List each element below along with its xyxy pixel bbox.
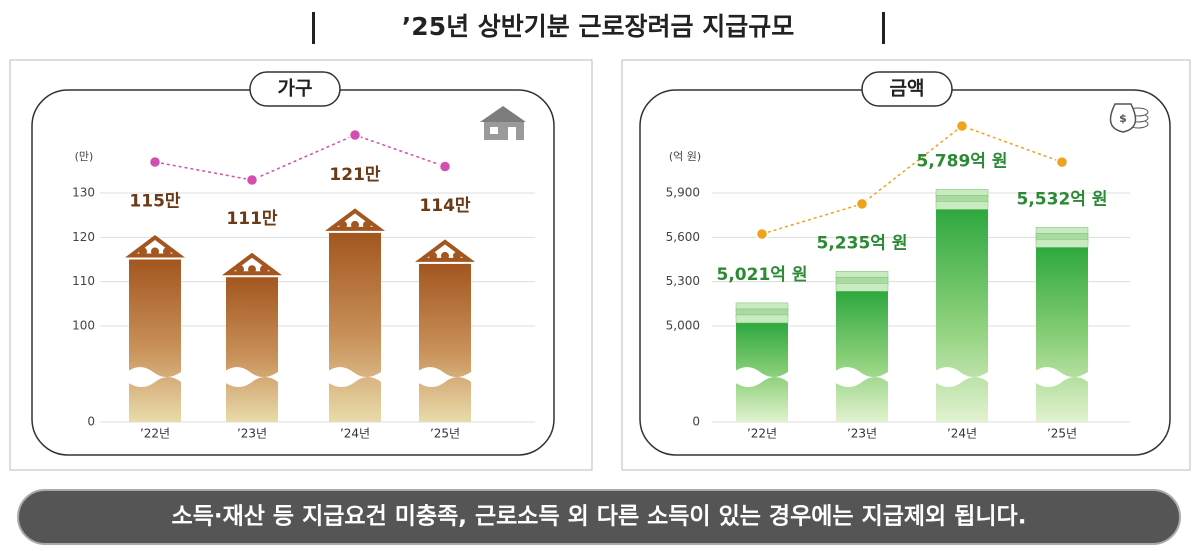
bill bbox=[835, 283, 889, 292]
axis-break bbox=[127, 367, 181, 387]
note: 소득·재산 등 지급요건 미충족, 근로소득 외 다른 소득이 있는 경우에는 … bbox=[172, 504, 1027, 530]
axis-break bbox=[417, 367, 471, 387]
person bbox=[363, 220, 371, 229]
value-label: 114만 bbox=[419, 196, 470, 216]
person bbox=[151, 247, 159, 256]
x-tick-label: ’24년 bbox=[340, 427, 370, 441]
svg-text:$: $ bbox=[1119, 112, 1127, 125]
trend-dot bbox=[855, 197, 869, 211]
y-tick-label: 5,000 bbox=[666, 319, 700, 333]
bar-decoration bbox=[1035, 227, 1089, 248]
panel-title: 가구 bbox=[278, 78, 313, 100]
axis-break bbox=[327, 367, 381, 387]
value-label: 121만 bbox=[329, 165, 380, 185]
person bbox=[351, 220, 359, 229]
bar-decoration bbox=[414, 239, 476, 262]
bar bbox=[419, 263, 471, 422]
value-label: 111만 bbox=[226, 209, 277, 229]
house-icon bbox=[480, 106, 526, 140]
y-tick-label: 0 bbox=[87, 415, 95, 429]
bar bbox=[836, 291, 888, 422]
x-tick-label: ’25년 bbox=[1047, 427, 1077, 441]
bar-decoration bbox=[835, 271, 889, 292]
x-tick-label: ’22년 bbox=[747, 427, 777, 441]
tab bbox=[861, 71, 953, 107]
trend-dot bbox=[148, 155, 162, 169]
page-title: ’25년 상반기분 근로장려금 지급규모 bbox=[402, 12, 794, 41]
trend-dot bbox=[755, 227, 769, 241]
y-tick-label: 120 bbox=[72, 230, 95, 244]
trend-line bbox=[761, 125, 1063, 235]
person bbox=[163, 247, 171, 256]
person bbox=[441, 251, 449, 260]
x-tick-label: ’24년 bbox=[947, 427, 977, 441]
bill bbox=[935, 201, 989, 210]
axis-break bbox=[1034, 367, 1088, 387]
y-tick-label: 130 bbox=[72, 186, 95, 200]
panel-title: 금액 bbox=[890, 78, 925, 100]
axis-break bbox=[934, 367, 988, 387]
value-label: 5,532억 원 bbox=[1017, 189, 1108, 209]
y-tick-label: 110 bbox=[72, 274, 95, 288]
bar-decoration bbox=[125, 235, 185, 258]
trend-dot bbox=[438, 160, 452, 173]
bar-decoration bbox=[222, 252, 282, 276]
tab bbox=[249, 71, 341, 107]
trend-dot bbox=[245, 173, 259, 187]
y-tick-label: 5,900 bbox=[666, 186, 700, 200]
person bbox=[429, 251, 437, 260]
axis-break bbox=[734, 367, 788, 387]
panel-inner bbox=[31, 89, 555, 456]
bill bbox=[1035, 239, 1089, 248]
unit-label: (억 원) bbox=[669, 150, 701, 163]
person bbox=[139, 247, 147, 256]
money-icon: $ bbox=[1109, 103, 1149, 133]
bar-decoration bbox=[325, 208, 385, 231]
trend-dot bbox=[955, 119, 969, 133]
bar-decoration bbox=[735, 302, 789, 324]
person bbox=[260, 265, 268, 274]
trend-dot bbox=[1055, 155, 1069, 169]
bar bbox=[329, 232, 381, 422]
y-tick-label: 100 bbox=[72, 319, 95, 333]
title-bar bbox=[312, 12, 315, 44]
person bbox=[453, 251, 461, 260]
value-label: 5,235억 원 bbox=[817, 233, 908, 253]
y-tick-label: 5,600 bbox=[666, 230, 700, 244]
bar bbox=[1036, 247, 1088, 422]
value-label: 5,021억 원 bbox=[717, 265, 808, 285]
y-tick-label: 0 bbox=[692, 415, 700, 429]
bar bbox=[129, 259, 181, 422]
x-tick-label: ’25년 bbox=[430, 427, 460, 441]
bar bbox=[936, 209, 988, 422]
bar bbox=[226, 277, 278, 422]
axis-break bbox=[834, 367, 888, 387]
x-tick-label: ’23년 bbox=[237, 427, 267, 441]
axis-break bbox=[224, 367, 278, 387]
y-tick-label: 5,300 bbox=[666, 274, 700, 288]
person bbox=[236, 265, 244, 274]
person bbox=[339, 220, 347, 229]
bar-decoration bbox=[935, 189, 989, 210]
trend-line bbox=[154, 134, 446, 181]
x-tick-label: ’23년 bbox=[847, 427, 877, 441]
bill bbox=[735, 314, 789, 324]
value-label: 115만 bbox=[129, 192, 180, 212]
unit-label: (만) bbox=[75, 150, 94, 163]
value-label: 5,789억 원 bbox=[917, 151, 1008, 171]
x-tick-label: ’22년 bbox=[140, 427, 170, 441]
person bbox=[248, 265, 256, 274]
trend-dot bbox=[348, 128, 362, 142]
title-bar bbox=[882, 12, 885, 44]
note-box bbox=[17, 489, 1181, 545]
